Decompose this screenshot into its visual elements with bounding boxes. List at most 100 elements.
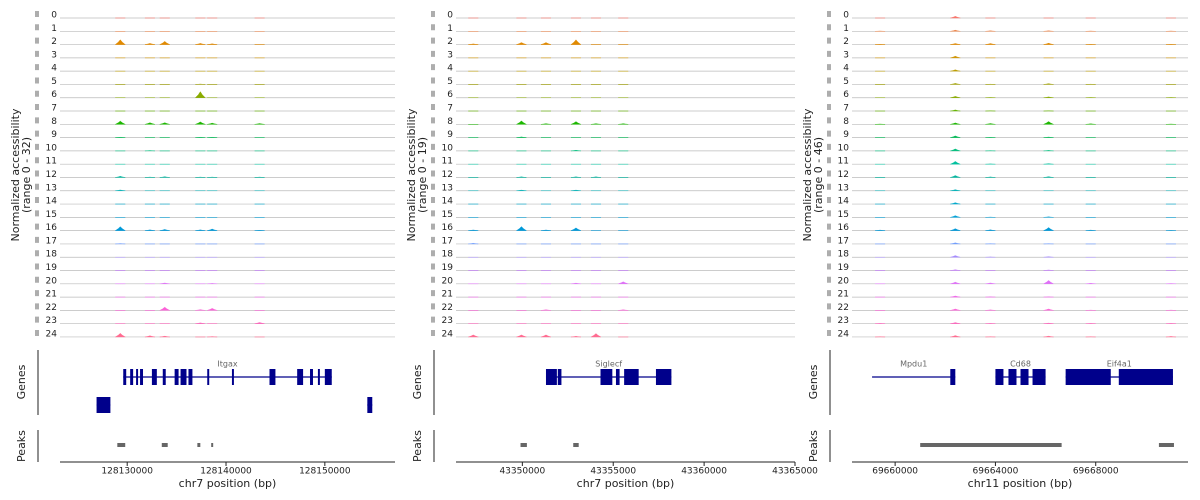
track-label: 6 (447, 90, 453, 100)
coverage-peak (114, 39, 126, 45)
coverage-peak (114, 226, 126, 231)
track-label: 21 (838, 290, 849, 300)
coverage-peak (985, 282, 996, 284)
track-label: 16 (46, 223, 58, 233)
track-label: 12 (838, 170, 849, 180)
track-label: 11 (838, 157, 849, 167)
track-label: 18 (838, 250, 850, 260)
coverage-peak (159, 335, 170, 338)
track-label: 4 (843, 64, 849, 74)
coverage-peak (950, 242, 961, 245)
track-label: 9 (843, 130, 849, 140)
exon (324, 369, 332, 385)
coverage-peak (115, 176, 126, 178)
track-label: 18 (46, 250, 58, 260)
track-label: 9 (51, 130, 57, 140)
coverage-peak (950, 96, 961, 98)
coverage-peak (1043, 96, 1054, 98)
coverage-peak (468, 334, 479, 338)
coverage-peak (540, 42, 552, 45)
coverage-peak (1043, 216, 1054, 218)
exon (123, 369, 127, 385)
y-axis-label: Normalized accessibility (9, 108, 22, 241)
coverage-peak (1043, 269, 1054, 271)
coverage-peak (618, 309, 629, 311)
track-label: 17 (46, 236, 57, 246)
coverage-peak (540, 123, 551, 125)
exon (96, 397, 111, 413)
exon (615, 369, 620, 385)
panel: Normalized accessibility(range 0 - 19)01… (405, 11, 818, 491)
exon (995, 369, 1004, 385)
coverage-peak (115, 120, 126, 125)
coverage-peak (618, 281, 629, 284)
track-label: 7 (51, 104, 57, 114)
track-label: 19 (46, 263, 58, 273)
exon (367, 397, 373, 413)
track-label: 19 (838, 263, 850, 273)
y-axis-label: Normalized accessibility (405, 108, 418, 241)
track-label: 8 (51, 117, 57, 127)
exon (297, 369, 304, 385)
coverage-peak (950, 122, 961, 125)
coverage-peak (590, 176, 601, 178)
coverage-peak (1043, 335, 1054, 338)
track-label: 2 (843, 37, 849, 47)
genes-label: Genes (15, 364, 28, 399)
coverage-peak (950, 109, 961, 112)
coverage-peak (144, 43, 155, 45)
coverage-peak (1085, 229, 1096, 231)
y-axis-label: (range 0 - 46) (812, 137, 825, 213)
gene-name: Itgax (217, 360, 237, 369)
track-label: 15 (46, 210, 57, 220)
peaks-label: Peaks (807, 430, 820, 462)
peak (211, 443, 214, 447)
coverage-peak (570, 227, 582, 231)
coverage-peak (144, 335, 155, 338)
track-label: 3 (447, 50, 453, 60)
coverage-peak (1043, 150, 1054, 152)
coverage-peak (1043, 322, 1054, 324)
track-label: 22 (442, 303, 453, 313)
track-label: 5 (447, 77, 453, 87)
x-tick-label: 43350000 (499, 467, 545, 477)
gene-name: Mpdu1 (900, 360, 927, 369)
track-label: 17 (442, 236, 453, 246)
exon (1032, 369, 1046, 385)
track-label: 14 (838, 197, 850, 207)
track-label: 19 (442, 263, 454, 273)
coverage-peak (1085, 283, 1096, 284)
track-label: 5 (51, 77, 57, 87)
track-label: 12 (46, 170, 57, 180)
coverage-peak (195, 322, 206, 324)
exon (162, 369, 166, 385)
coverage-peak (254, 322, 265, 324)
exon (231, 369, 234, 385)
coverage-peak (1042, 280, 1055, 284)
track-label: 24 (442, 329, 454, 339)
coverage-peak (950, 148, 961, 152)
coverage-peak (516, 334, 527, 338)
track-label: 0 (447, 11, 453, 21)
coverage-peak (985, 30, 996, 32)
x-tick-label: 128140000 (200, 467, 252, 477)
track-label: 2 (51, 37, 57, 47)
track-label: 18 (442, 250, 454, 260)
coverage-peak (950, 308, 961, 311)
coverage-peak (195, 121, 206, 125)
peak (920, 443, 1062, 447)
track-label: 21 (46, 290, 57, 300)
coverage-peak (985, 309, 996, 311)
coverage-peak (195, 309, 206, 311)
genes-label: Genes (807, 364, 820, 399)
coverage-peak (1043, 30, 1054, 32)
track-label: 21 (442, 290, 453, 300)
exon (950, 369, 956, 385)
peaks-label: Peaks (411, 430, 424, 462)
coverage-peak (194, 91, 206, 98)
peak (1158, 443, 1174, 447)
exon (207, 369, 210, 385)
track-label: 15 (442, 210, 453, 220)
coverage-peak (159, 176, 170, 178)
exon (545, 369, 557, 385)
